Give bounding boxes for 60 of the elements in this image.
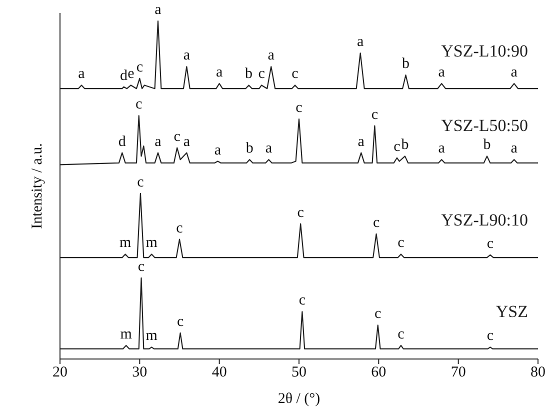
annotation: a <box>214 142 222 158</box>
x-axis-title: 2θ / (°) <box>278 391 320 407</box>
annotation: a <box>265 140 272 157</box>
annotation: c <box>136 59 144 76</box>
annotation: c <box>394 138 401 155</box>
annotation: c <box>174 128 181 145</box>
x-tick-label: 60 <box>371 364 386 381</box>
annotation: m <box>146 235 158 252</box>
annotation: a <box>510 64 518 81</box>
annotation: e <box>128 66 135 82</box>
annotation: c <box>176 220 184 236</box>
annotation: a <box>183 48 190 64</box>
annotation: b <box>483 137 491 154</box>
annotation: c <box>138 258 145 275</box>
annotation: b <box>246 140 254 157</box>
annotation: b <box>245 66 253 82</box>
x-tick-label: 80 <box>530 364 546 381</box>
annotation: a <box>358 134 365 150</box>
series-label: YSZ <box>496 302 528 321</box>
annotation: a <box>510 140 518 157</box>
annotation: m <box>120 326 132 342</box>
annotation: m <box>119 235 132 252</box>
annotation: c <box>371 106 378 123</box>
annotation: c <box>398 326 405 342</box>
annotation: c <box>486 236 494 252</box>
annotation: c <box>372 214 380 231</box>
series-label: YSZ-L90:10 <box>441 210 528 230</box>
annotation: c <box>292 66 299 82</box>
x-tick-label: 30 <box>132 364 148 381</box>
annotation: c <box>137 174 144 190</box>
x-tick-label: 70 <box>450 364 466 381</box>
annotation: b <box>402 56 410 72</box>
annotation: c <box>398 235 405 252</box>
annotation: a <box>183 134 190 150</box>
y-axis-title: Intensity / a.u. <box>29 143 46 229</box>
annotation: a <box>268 48 275 64</box>
annotation: c <box>486 328 494 344</box>
annotation: c <box>176 314 184 330</box>
annotation: a <box>154 2 162 18</box>
annotation: c <box>298 292 306 309</box>
annotation: a <box>154 134 162 150</box>
annotation: d <box>118 134 126 150</box>
x-tick-label: 40 <box>212 364 227 381</box>
annotation: c <box>136 96 143 113</box>
series-label: YSZ-L50:50 <box>441 116 528 135</box>
annotation: a <box>357 34 364 50</box>
annotation: c <box>296 100 303 116</box>
annotation: a <box>78 66 86 82</box>
annotation: c <box>374 306 382 322</box>
annotation: c <box>297 204 304 221</box>
annotation: d <box>120 68 128 84</box>
x-tick-label: 50 <box>292 364 306 381</box>
annotation: a <box>216 64 223 81</box>
series-label: YSZ-L10:90 <box>441 42 528 61</box>
annotation: b <box>401 137 409 154</box>
annotation: m <box>146 328 158 344</box>
annotation: a <box>438 64 446 81</box>
annotation: a <box>438 140 446 157</box>
annotation: c <box>258 66 266 82</box>
x-tick-label: 20 <box>52 364 68 381</box>
